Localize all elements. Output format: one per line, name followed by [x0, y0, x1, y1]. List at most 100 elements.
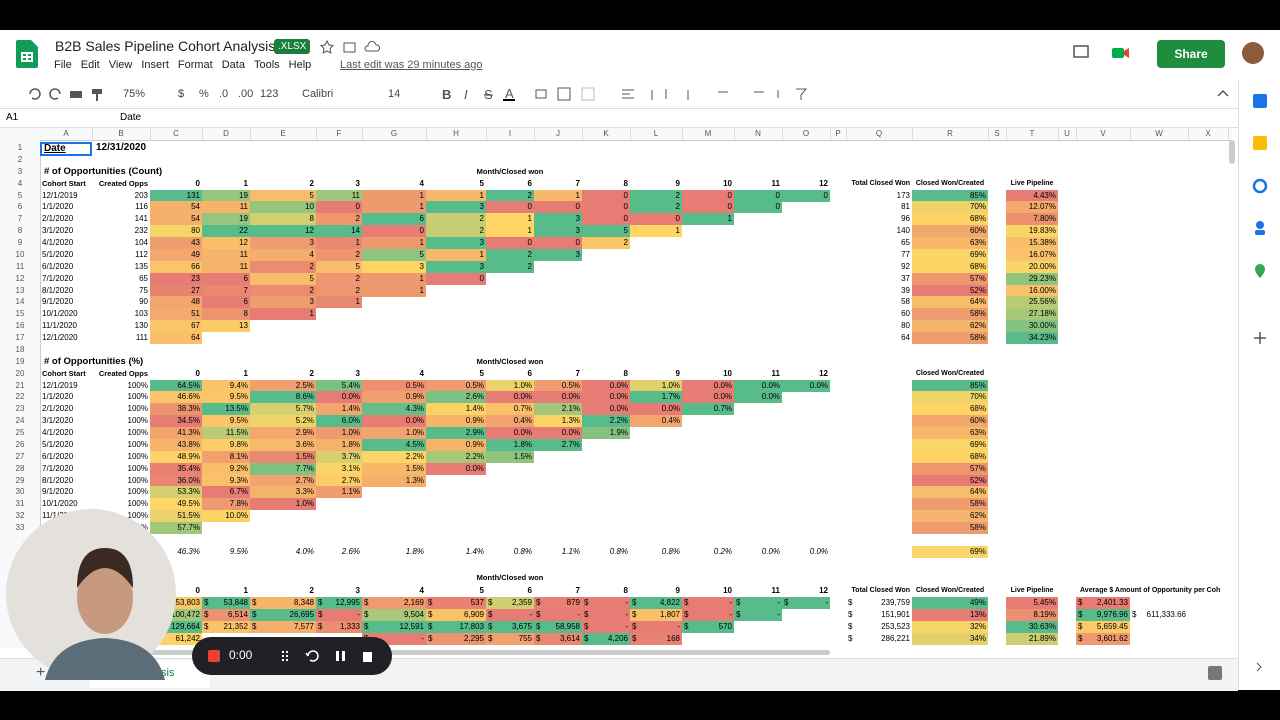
cell[interactable]: 48.9% — [150, 450, 202, 463]
cell[interactable]: Created Opps — [98, 368, 148, 378]
column-header[interactable]: B — [92, 128, 151, 140]
cell[interactable]: 168 — [630, 633, 682, 645]
column-header[interactable]: L — [630, 128, 683, 140]
cell[interactable]: 3,601.62 — [1076, 633, 1130, 645]
cell[interactable]: 6 — [362, 213, 426, 226]
cell[interactable]: 0.8% — [609, 546, 628, 556]
cell[interactable]: $ — [488, 622, 493, 631]
cell[interactable]: 9 — [675, 586, 680, 595]
cell[interactable]: 1 — [250, 308, 316, 321]
cell[interactable]: 1 — [362, 284, 426, 297]
cell[interactable]: - — [682, 597, 734, 609]
cell[interactable]: 46.3% — [177, 546, 200, 556]
cell[interactable]: 75 — [139, 285, 148, 295]
cell[interactable]: 6 — [527, 178, 532, 188]
cell[interactable]: 0.0% — [630, 403, 682, 416]
cell[interactable]: 4,206 — [582, 633, 630, 645]
cell[interactable]: $ — [1132, 610, 1137, 619]
cell[interactable]: 1/1/2020 — [42, 202, 74, 212]
cell[interactable]: 2.7% — [534, 438, 582, 451]
cell[interactable]: 1.1% — [316, 486, 362, 499]
cell[interactable]: 0 — [582, 201, 630, 214]
cell[interactable]: 1.8% — [405, 546, 424, 556]
cell[interactable]: 7 — [202, 284, 250, 297]
row-header[interactable]: 16 — [15, 321, 25, 331]
cell[interactable]: 12,995 — [316, 597, 362, 609]
cell[interactable]: $ — [428, 622, 433, 631]
column-header[interactable]: G — [362, 128, 427, 140]
cell[interactable]: 21,352 — [202, 621, 250, 633]
cell[interactable]: 2 — [316, 284, 362, 297]
row-header[interactable]: 24 — [15, 416, 25, 426]
cell[interactable]: 43.8% — [150, 438, 202, 451]
cell[interactable]: 3.7% — [316, 450, 362, 463]
cell[interactable]: 4 — [419, 586, 424, 595]
cell[interactable]: 0 — [734, 201, 782, 214]
cell[interactable]: 1.3% — [362, 474, 426, 487]
side-icons[interactable] — [1250, 92, 1270, 382]
cell[interactable]: 2 — [316, 272, 362, 285]
row-header[interactable]: 31 — [15, 499, 25, 509]
cell[interactable]: $ — [428, 610, 433, 619]
cell[interactable]: 49% — [912, 597, 988, 609]
cell[interactable]: 4 — [419, 178, 424, 188]
cell[interactable]: $ — [318, 598, 323, 607]
cell[interactable]: 1.0% — [486, 379, 534, 392]
cell[interactable]: $ — [736, 610, 741, 619]
menu-item[interactable]: Edit — [80, 59, 100, 71]
cell[interactable]: 2.2% — [426, 450, 486, 463]
cell[interactable]: 19 — [202, 189, 250, 202]
cell[interactable]: 6/1/2020 — [42, 451, 74, 461]
menu-item[interactable]: Format — [177, 59, 213, 71]
cell[interactable]: 0.4% — [486, 415, 534, 428]
cell[interactable]: 0 — [316, 201, 362, 214]
cell[interactable]: 1,807 — [630, 609, 682, 621]
cell[interactable]: 1 — [243, 586, 248, 595]
cell[interactable]: 58% — [912, 308, 988, 321]
cell[interactable]: 100% — [127, 463, 148, 473]
cell[interactable]: 1 — [362, 201, 426, 214]
row-header[interactable]: 9 — [17, 238, 23, 247]
cell[interactable]: 68% — [912, 260, 988, 273]
cell[interactable]: 62% — [912, 320, 988, 333]
cell[interactable]: 2/1/2020 — [42, 214, 74, 224]
cell[interactable]: 100% — [127, 511, 148, 521]
cell[interactable]: - — [734, 597, 782, 609]
cell[interactable]: 1.8% — [486, 438, 534, 451]
format-percent[interactable]: % — [199, 88, 209, 100]
cell[interactable]: 3.3% — [250, 486, 316, 499]
cell[interactable]: 49 — [150, 248, 202, 261]
cell[interactable]: 69% — [912, 545, 988, 558]
row-header[interactable]: 5 — [17, 190, 23, 200]
cell[interactable]: 0.7% — [486, 403, 534, 416]
cell[interactable]: 8,348 — [250, 597, 316, 609]
cell[interactable]: $ — [488, 610, 493, 619]
cell[interactable]: 11 — [202, 260, 250, 273]
cell[interactable]: 2.2% — [582, 415, 630, 428]
cell[interactable]: $ — [536, 610, 541, 619]
cell[interactable]: $ — [1078, 598, 1083, 607]
column-header[interactable]: U — [1058, 128, 1077, 140]
cell[interactable]: 81 — [901, 202, 910, 212]
cell[interactable]: 16.07% — [1006, 248, 1058, 261]
cell[interactable]: 4/1/2020 — [42, 428, 74, 437]
title-icons[interactable] — [320, 40, 380, 54]
cell[interactable]: $ — [204, 610, 209, 619]
font-size[interactable]: 14 — [388, 88, 401, 100]
cell[interactable]: 10/1/2020 — [42, 499, 78, 509]
cell[interactable]: 10.0% — [202, 510, 250, 523]
cell[interactable]: 0.8% — [661, 546, 680, 556]
cell[interactable]: 2 — [582, 237, 630, 249]
formula-content[interactable]: Date — [120, 112, 142, 123]
cell[interactable]: 140 — [896, 226, 910, 236]
cell[interactable]: 5/1/2020 — [42, 439, 74, 449]
cell[interactable]: 1.0% — [630, 379, 682, 392]
menu-item[interactable]: File — [54, 59, 72, 71]
row-header[interactable]: 21 — [15, 380, 25, 390]
cell[interactable]: $ — [1078, 634, 1083, 643]
cell[interactable]: 70% — [912, 201, 988, 214]
cell[interactable]: 0.5% — [362, 379, 426, 392]
cell[interactable]: 27.18% — [1006, 308, 1058, 321]
cell[interactable]: 85% — [912, 379, 988, 392]
